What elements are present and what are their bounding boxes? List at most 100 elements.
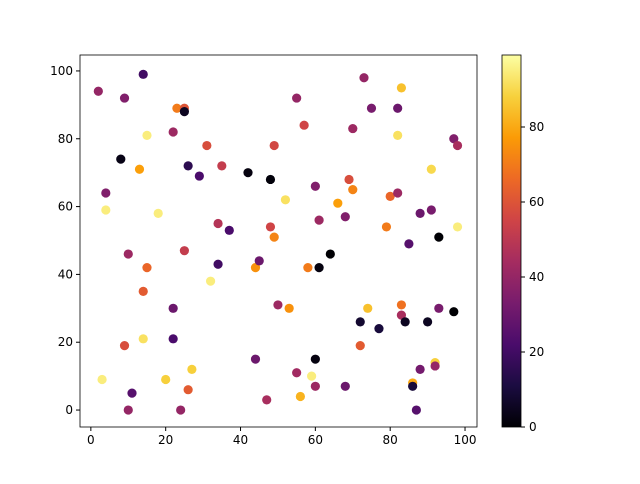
point (250, 263, 261, 273)
point (411, 405, 421, 415)
point (355, 341, 365, 351)
point (142, 130, 152, 140)
point (303, 263, 313, 273)
point (452, 140, 463, 151)
point (179, 107, 189, 117)
y-tick-label: 20 (58, 335, 73, 349)
point (179, 246, 189, 256)
point (404, 239, 414, 249)
point (314, 215, 324, 225)
point (205, 276, 216, 286)
point (374, 324, 384, 334)
point (187, 364, 197, 374)
point (307, 371, 317, 381)
point (449, 134, 459, 144)
point (93, 86, 103, 96)
point (295, 391, 305, 402)
x-tick-label: 80 (383, 433, 398, 447)
point (194, 171, 204, 181)
point (142, 263, 152, 273)
colorbar-tick-label: 0 (529, 420, 537, 434)
point (280, 195, 291, 205)
y-tick-label: 40 (58, 267, 73, 281)
point (449, 307, 459, 317)
y-tick-label: 100 (50, 64, 73, 78)
colorbar-tick-label: 20 (529, 345, 544, 359)
point (292, 93, 302, 103)
axes-frame (79, 54, 478, 428)
point (434, 303, 444, 313)
point (119, 341, 130, 351)
point (101, 188, 111, 198)
point (393, 130, 403, 140)
point (119, 93, 130, 103)
point (408, 381, 418, 391)
point (366, 103, 377, 113)
point (250, 354, 261, 364)
point (269, 140, 279, 151)
point (123, 405, 133, 415)
point (400, 317, 410, 327)
point (217, 161, 227, 171)
point (116, 154, 126, 164)
point (123, 249, 133, 259)
point (340, 381, 350, 391)
point (168, 303, 178, 313)
point (426, 205, 436, 215)
point (434, 232, 444, 242)
point (138, 334, 148, 344)
point (415, 364, 425, 374)
x-tick-label: 40 (233, 433, 248, 447)
point (176, 405, 186, 415)
point (183, 161, 193, 171)
point (310, 181, 320, 191)
point (202, 140, 212, 151)
point (348, 123, 358, 134)
point (430, 361, 440, 371)
x-tick-label: 0 (87, 433, 95, 447)
point (363, 303, 373, 313)
point (314, 263, 324, 273)
colorbar-tick-label: 80 (529, 120, 544, 134)
point (396, 83, 407, 93)
point (213, 259, 223, 269)
point (359, 73, 369, 83)
point (393, 103, 403, 113)
point (269, 232, 279, 242)
point (340, 212, 350, 222)
point (355, 317, 365, 327)
point (348, 185, 358, 195)
point (213, 218, 223, 229)
point (224, 225, 234, 235)
point (385, 191, 395, 202)
point (134, 164, 145, 174)
point (325, 249, 335, 259)
y-tick-label: 80 (58, 132, 73, 146)
point (393, 188, 403, 198)
point (426, 164, 436, 174)
point (273, 300, 283, 310)
y-tick-label: 0 (65, 403, 73, 417)
point (138, 69, 148, 79)
point (97, 374, 107, 385)
point (243, 168, 253, 178)
point (168, 334, 178, 344)
point (423, 317, 433, 327)
point (153, 208, 163, 218)
point (161, 374, 171, 385)
point (310, 381, 320, 391)
point (265, 174, 276, 185)
point (344, 174, 354, 185)
point (265, 222, 276, 232)
point (310, 354, 320, 364)
colorbar-tick-label: 60 (529, 195, 544, 209)
point (381, 222, 392, 232)
point (138, 286, 148, 296)
point (183, 385, 193, 395)
point (168, 127, 178, 137)
x-tick-label: 100 (454, 433, 477, 447)
point (292, 368, 302, 378)
y-tick-label: 60 (58, 200, 73, 214)
x-tick-label: 20 (158, 433, 173, 447)
